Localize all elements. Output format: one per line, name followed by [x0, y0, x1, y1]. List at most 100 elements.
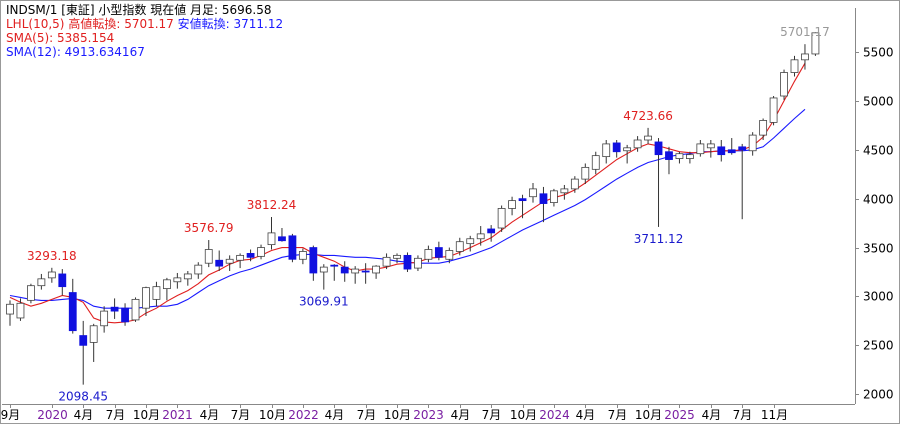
candle-body: [727, 149, 736, 154]
x-tick-label: 10月: [384, 408, 411, 422]
y-tick-label: 3000: [863, 290, 894, 304]
candle-body: [633, 139, 642, 149]
candle-body: [351, 268, 360, 274]
candle-body: [518, 198, 527, 202]
candle-body: [696, 143, 705, 155]
candle-body: [529, 188, 537, 198]
candle-body: [811, 32, 820, 55]
candle-body: [424, 249, 433, 260]
candle-body: [602, 143, 611, 158]
y-tick-label: 4000: [863, 193, 894, 207]
legend-sma5: SMA(5): 5385.154: [6, 31, 115, 45]
candle-body: [570, 178, 579, 190]
candle-body: [173, 277, 182, 283]
candle-body: [16, 302, 25, 319]
candle-body: [445, 250, 454, 260]
legend-title: INDSM/1 [東証] 小型指数 現在値 月足: 5696.58: [6, 3, 272, 17]
x-tick-label: 7月: [357, 408, 377, 422]
candle-body: [769, 97, 778, 123]
candle-body: [476, 233, 485, 240]
candle-body: [759, 120, 768, 136]
candle-body: [612, 142, 621, 153]
x-tick-label: 11月: [761, 408, 788, 422]
candle-body: [508, 200, 516, 209]
high-turn-value: 5701.17: [124, 17, 174, 31]
x-tick-label: 9月: [1, 408, 21, 422]
candle-body: [267, 232, 276, 246]
y-tick-label: 5000: [863, 95, 894, 109]
candle-body: [497, 208, 506, 229]
x-tick-label: 4月: [74, 408, 94, 422]
candle-body: [403, 254, 412, 270]
x-tick-label: 7月: [106, 408, 126, 422]
candle-body: [100, 310, 109, 327]
candle-body: [790, 59, 799, 73]
candle-body: [434, 247, 443, 258]
candle-body: [27, 285, 35, 301]
x-tick-label: 4月: [200, 408, 220, 422]
price-annotation: 2098.45: [58, 390, 108, 404]
candle-body: [194, 264, 203, 275]
x-tick-label: 7月: [608, 408, 628, 422]
candle-body: [162, 279, 171, 290]
candle-body: [623, 147, 632, 152]
x-tick-label: 2024: [539, 408, 570, 422]
candle-body: [68, 292, 77, 332]
x-tick-label: 4月: [702, 408, 722, 422]
legend-lhl: LHL(10,5) 高値転換: 5701.17 安値転換: 3711.12: [6, 17, 283, 31]
candle-body: [591, 155, 600, 170]
x-tick-label: 7月: [231, 408, 251, 422]
candle-body: [58, 273, 67, 288]
y-tick-label: 3500: [863, 242, 894, 256]
candle-body: [414, 257, 422, 269]
x-tick-label: 4月: [576, 408, 596, 422]
candle-body: [204, 249, 213, 264]
x-tick-label: 10月: [510, 408, 537, 422]
x-tick-label: 10月: [635, 408, 662, 422]
y-tick-label: 4500: [863, 144, 894, 158]
low-turn-value: 3711.12: [233, 17, 284, 31]
candle-body: [738, 146, 747, 151]
candle-body: [748, 134, 757, 152]
price-annotation: 3293.18: [27, 249, 77, 263]
candle-body: [110, 306, 119, 312]
candle-body: [340, 266, 349, 274]
candle-body: [89, 325, 98, 343]
x-tick-label: 7月: [733, 408, 753, 422]
candle-body: [361, 270, 370, 273]
price-annotation: 3576.79: [184, 221, 234, 235]
y-tick-label: 2000: [863, 388, 894, 402]
candle-body: [487, 228, 496, 234]
candle-body: [581, 166, 590, 180]
x-tick-label: 7月: [482, 408, 502, 422]
candle-body: [131, 298, 140, 321]
candle-body: [257, 247, 265, 257]
candle-body: [278, 236, 286, 242]
candle-body: [288, 235, 297, 260]
candle-body: [121, 307, 129, 323]
y-tick-label: 2500: [863, 339, 894, 353]
candle-body: [183, 273, 192, 280]
candle-body: [780, 72, 788, 97]
x-tick-label: 2022: [288, 408, 319, 422]
low-turn-label: 安値転換:: [177, 17, 230, 31]
x-tick-label: 2021: [162, 408, 193, 422]
price-annotation: 3812.24: [247, 198, 297, 212]
candle-body: [215, 259, 224, 267]
candle-body: [236, 254, 245, 261]
candle-body: [717, 146, 726, 156]
x-tick-label: 2020: [37, 408, 68, 422]
y-tick-label: 5500: [863, 46, 894, 60]
candle-body: [686, 154, 694, 159]
price-annotation: 3069.91: [299, 295, 349, 309]
candle-body: [644, 135, 652, 141]
lhl-label: LHL(10,5): [6, 17, 65, 31]
candle-body: [79, 335, 88, 346]
candle-body: [330, 264, 339, 267]
candle-body: [309, 247, 318, 274]
candle-body: [455, 241, 464, 252]
candle-body: [706, 143, 715, 149]
candle-body: [152, 286, 161, 300]
